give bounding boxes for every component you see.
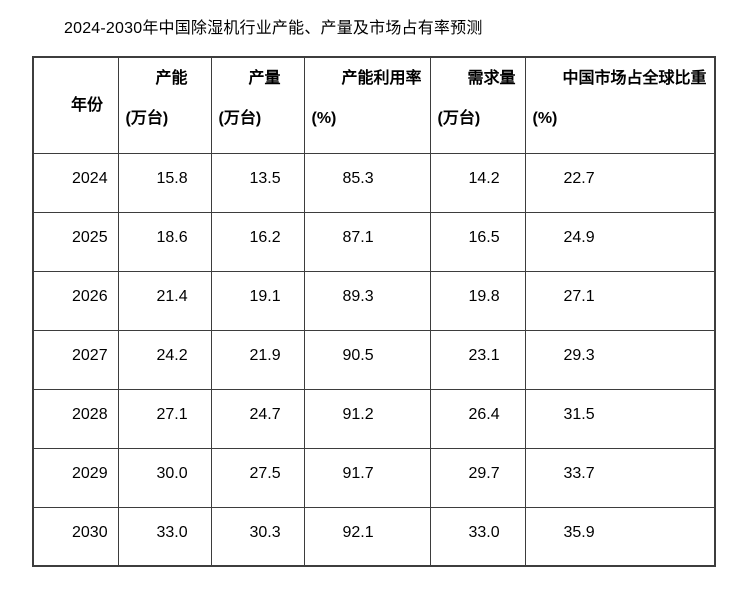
table-row: 2025 18.6 16.2 87.1 16.5 24.9 [32,211,716,272]
output-cell: 21.9 [210,329,305,390]
output-cell: 27.5 [210,447,305,508]
table-row: 2028 27.1 24.7 91.2 26.4 31.5 [32,388,716,449]
output-cell: 16.2 [210,211,305,272]
utilization-cell: 92.1 [303,506,431,567]
col-header-output-label: 产量 [248,70,281,87]
table-row: 2029 30.0 27.5 91.7 29.7 33.7 [32,447,716,508]
table-row: 2024 15.8 13.5 85.3 14.2 22.7 [32,152,716,213]
capacity-cell: 24.2 [117,329,212,390]
year-cell: 2028 [32,388,119,449]
output-cell: 24.7 [210,388,305,449]
table-row: 2026 21.4 19.1 89.3 19.8 27.1 [32,270,716,331]
col-header-capacity: 产能 (万台) [117,56,212,154]
output-cell: 13.5 [210,152,305,213]
year-cell: 2024 [32,152,119,213]
global-share-cell: 31.5 [524,388,716,449]
global-share-cell: 24.9 [524,211,716,272]
demand-cell: 26.4 [429,388,526,449]
capacity-cell: 27.1 [117,388,212,449]
col-header-utilization: 产能利用率 (%) [303,56,431,154]
utilization-cell: 89.3 [303,270,431,331]
forecast-table: 年份 产能 (万台) 产量 (万台) 产能利用率 (%) 需求量 (万台) [32,56,716,567]
demand-cell: 14.2 [429,152,526,213]
output-cell: 30.3 [210,506,305,567]
utilization-cell: 91.2 [303,388,431,449]
year-cell: 2025 [32,211,119,272]
page-title: 2024-2030年中国除湿机行业产能、产量及市场占有率预测 [64,20,483,37]
utilization-cell: 91.7 [303,447,431,508]
col-header-demand: 需求量 (万台) [429,56,526,154]
col-header-global-share: 中国市场占全球比重 (%) [524,56,716,154]
demand-cell: 23.1 [429,329,526,390]
capacity-cell: 33.0 [117,506,212,567]
col-header-year-label: 年份 [71,96,104,114]
col-header-utilization-label: 产能利用率 [341,70,422,87]
col-header-year: 年份 [32,56,119,154]
global-share-cell: 27.1 [524,270,716,331]
global-share-cell: 29.3 [524,329,716,390]
capacity-cell: 18.6 [117,211,212,272]
table-header-row: 年份 产能 (万台) 产量 (万台) 产能利用率 (%) 需求量 (万台) [32,56,716,154]
capacity-cell: 21.4 [117,270,212,331]
global-share-cell: 33.7 [524,447,716,508]
col-header-demand-label: 需求量 [467,70,516,87]
col-header-utilization-unit: (%) [311,110,337,127]
utilization-cell: 87.1 [303,211,431,272]
col-header-demand-unit: (万台) [437,110,481,127]
col-header-global-share-label: 中国市场占全球比重 [562,70,707,87]
global-share-cell: 22.7 [524,152,716,213]
utilization-cell: 90.5 [303,329,431,390]
year-cell: 2029 [32,447,119,508]
col-header-capacity-unit: (万台) [125,110,169,127]
year-cell: 2030 [32,506,119,567]
table-row: 2030 33.0 30.3 92.1 33.0 35.9 [32,506,716,567]
demand-cell: 29.7 [429,447,526,508]
col-header-capacity-label: 产能 [155,70,188,87]
utilization-cell: 85.3 [303,152,431,213]
table-row: 2027 24.2 21.9 90.5 23.1 29.3 [32,329,716,390]
demand-cell: 16.5 [429,211,526,272]
output-cell: 19.1 [210,270,305,331]
col-header-global-share-unit: (%) [532,110,558,127]
demand-cell: 33.0 [429,506,526,567]
demand-cell: 19.8 [429,270,526,331]
col-header-output-unit: (万台) [218,110,262,127]
global-share-cell: 35.9 [524,506,716,567]
capacity-cell: 30.0 [117,447,212,508]
year-cell: 2026 [32,270,119,331]
year-cell: 2027 [32,329,119,390]
col-header-output: 产量 (万台) [210,56,305,154]
capacity-cell: 15.8 [117,152,212,213]
